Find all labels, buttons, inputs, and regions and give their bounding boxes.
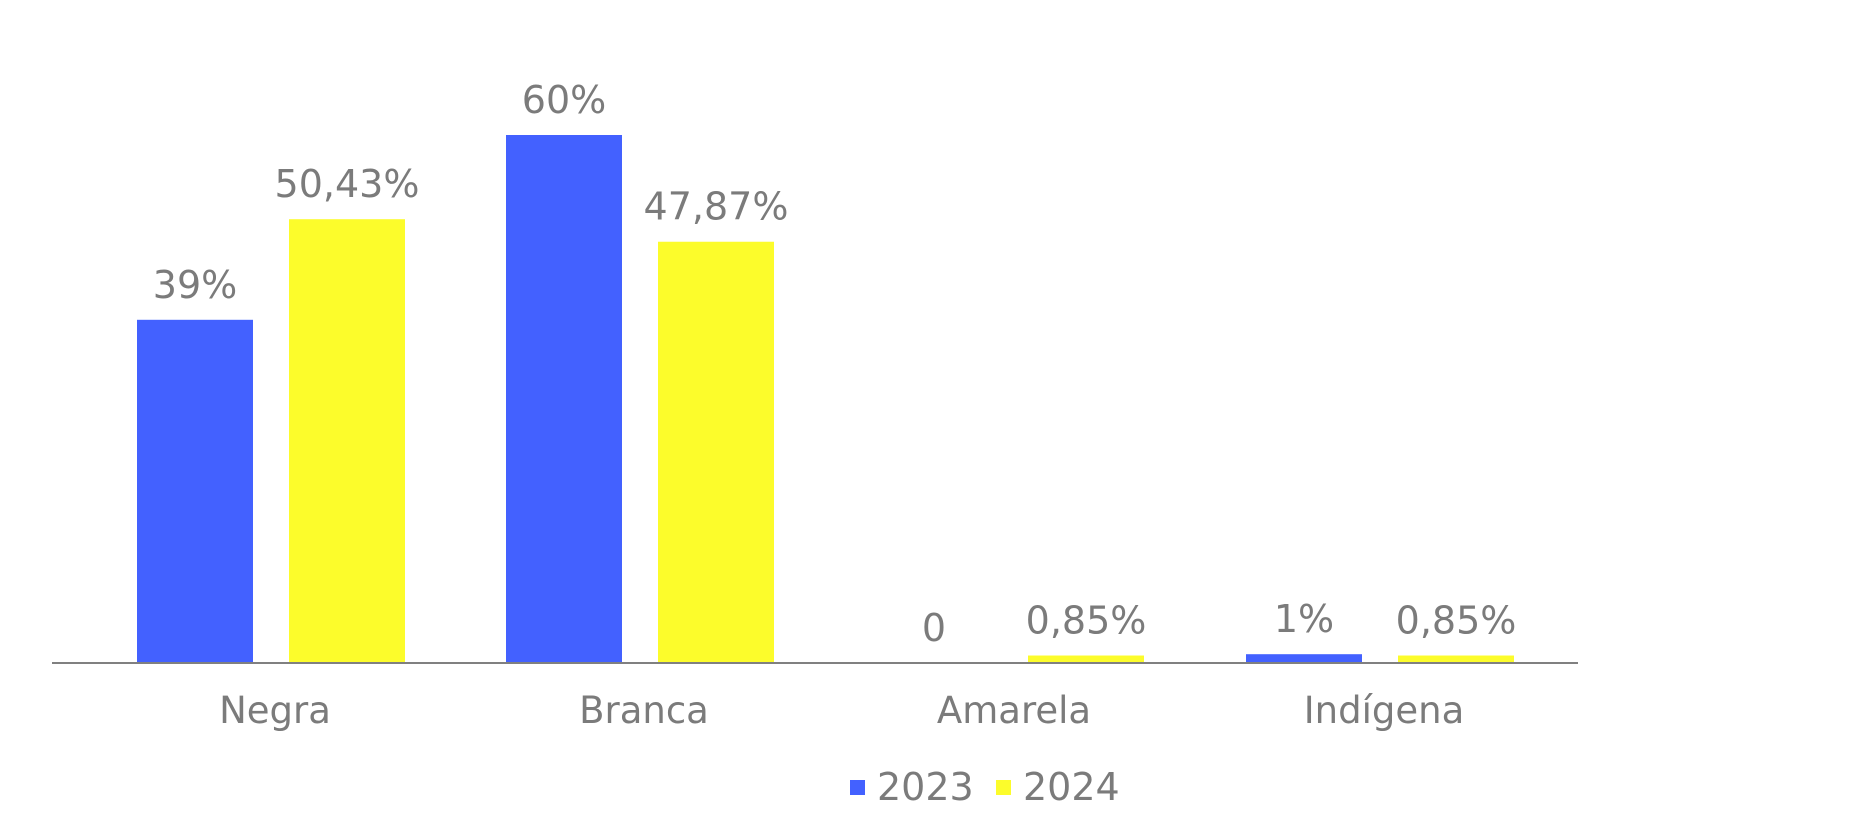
bar-ind-gena-2024 [1398, 655, 1514, 663]
data-label-2024-3: 0,85% [1396, 599, 1517, 643]
category-label-2: Amarela [937, 689, 1091, 732]
data-label-2023-0: 39% [153, 263, 237, 307]
legend-label-2024: 2024 [1023, 765, 1120, 809]
data-label-2024-2: 0,85% [1026, 599, 1147, 643]
data-label-2023-2: 0 [922, 606, 946, 650]
data-label-2023-3: 1% [1274, 597, 1334, 641]
legend-label-2023: 2023 [877, 765, 974, 809]
bar-ind-gena-2023 [1246, 654, 1362, 663]
category-label-0: Negra [219, 689, 331, 732]
data-labels-group: 39% 60% 0 1% 50,43% 47,87% 0,85% 0,85% [153, 78, 1517, 650]
bar-branca-2024 [658, 241, 774, 663]
data-label-2023-1: 60% [522, 78, 606, 122]
bars-group [137, 135, 1514, 663]
category-label-3: Indígena [1304, 689, 1465, 732]
data-label-2024-1: 47,87% [644, 185, 789, 229]
legend: 2023 2024 [850, 765, 1120, 809]
data-label-2024-0: 50,43% [275, 162, 420, 206]
category-label-1: Branca [579, 689, 709, 732]
bar-negra-2023 [137, 319, 253, 663]
legend-swatch-2024 [996, 780, 1011, 795]
legend-swatch-2023 [850, 780, 865, 795]
category-labels-group: Negra Branca Amarela Indígena [219, 689, 1464, 732]
bar-branca-2023 [506, 135, 622, 663]
bar-amarela-2024 [1028, 655, 1144, 663]
bar-negra-2024 [289, 219, 405, 663]
